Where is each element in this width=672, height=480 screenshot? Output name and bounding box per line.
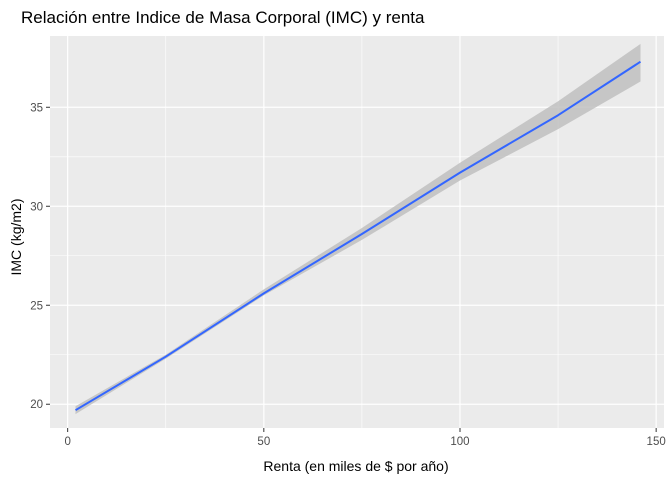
x-axis-ticks: 0 50 100 150 [64,428,666,448]
y-tick-label: 25 [30,300,43,312]
x-axis-title: Renta (en miles de $ por año) [263,458,448,474]
y-tick-label: 35 [30,102,43,114]
y-axis-title: IMC (kg/m2) [8,199,24,276]
x-tick-label: 150 [647,436,666,448]
x-tick-label: 100 [450,436,469,448]
chart-title: Relación entre Indice de Masa Corporal (… [21,8,425,27]
trend-line-layer [74,60,642,412]
major-gridlines [50,36,664,428]
x-tick-label: 50 [257,436,270,448]
y-tick-label: 20 [30,399,43,411]
confidence-band [75,43,641,415]
y-axis-ticks: 20 25 30 35 [30,102,50,411]
x-tick-label: 0 [64,436,70,448]
y-tick-label: 30 [30,201,43,213]
trend-line [74,60,642,412]
confidence-band-layer [75,43,641,415]
